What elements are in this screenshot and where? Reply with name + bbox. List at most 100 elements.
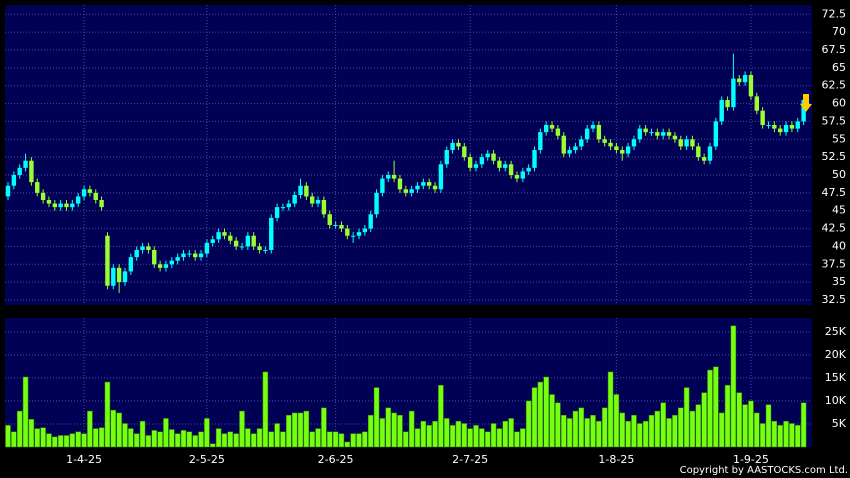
candle-body [596, 125, 602, 140]
volume-bar [590, 414, 596, 448]
y-tick-label: 60 [832, 97, 846, 110]
volume-bar [736, 392, 742, 448]
candle-body [649, 132, 654, 134]
candle-body [602, 139, 607, 143]
candle-body [157, 264, 163, 268]
volume-bar [754, 412, 760, 448]
volume-bar [28, 419, 35, 448]
candle-body [754, 96, 759, 111]
candle-body [508, 164, 514, 175]
volume-bar [34, 428, 40, 448]
volume-bar [771, 420, 778, 448]
volume-bar [145, 435, 152, 448]
volume-bar [367, 414, 374, 448]
volume-bar [332, 431, 339, 448]
candle-body [701, 157, 707, 161]
candle-body [620, 150, 625, 154]
volume-bar [57, 435, 64, 448]
volume-bar [204, 418, 210, 448]
volume-bar [537, 381, 544, 448]
candle-body [467, 157, 473, 168]
candle-body [772, 125, 777, 129]
candle-body [801, 100, 806, 122]
candle-body [573, 146, 578, 150]
candle-body [783, 125, 789, 133]
candle-body [257, 246, 262, 250]
candle-body [87, 189, 93, 193]
candle-body [520, 171, 525, 179]
volume-bar [356, 433, 362, 448]
volume-bar [362, 431, 368, 448]
volume-bar [110, 409, 117, 448]
volume-bar [350, 433, 356, 448]
y-tick-label: 55 [832, 132, 846, 145]
volume-bar [525, 400, 532, 448]
volume-bar [180, 430, 187, 448]
volume-bar [169, 429, 175, 448]
x-tick-label: 1-8-25 [598, 453, 634, 466]
candle-body [321, 200, 327, 215]
signal-arrow [800, 94, 812, 112]
candle-body [526, 167, 531, 172]
candle-body [181, 253, 186, 258]
volume-bar [508, 418, 514, 448]
candle-body [391, 175, 397, 179]
volume-bar [467, 428, 473, 448]
volume-bar [619, 412, 625, 448]
candle-body [292, 195, 297, 204]
volume-bar [262, 371, 269, 448]
volume-bar [81, 433, 87, 448]
candle-body [280, 207, 286, 209]
volume-bar [724, 385, 731, 448]
candle-body [70, 203, 75, 208]
candle-body [485, 153, 490, 158]
volume-bar [631, 414, 637, 448]
y-tick-label: 62.5 [822, 79, 847, 92]
candle-body [105, 235, 110, 286]
volume-bar [5, 425, 11, 448]
volume-bar [490, 423, 497, 448]
candle-body [175, 257, 180, 261]
candle-body [672, 135, 678, 140]
candle-body [450, 142, 455, 150]
candle-body [327, 214, 332, 225]
candle-body [497, 160, 502, 168]
candle-body [76, 196, 81, 204]
volume-bar [98, 427, 105, 448]
volume-bar [286, 414, 292, 448]
candle-body [590, 125, 596, 129]
volume-bar [291, 412, 298, 448]
volume-bar [584, 418, 590, 448]
volume-bar [555, 402, 561, 448]
volume-bar [227, 431, 234, 448]
candle-body [438, 164, 444, 190]
volume-bar [408, 410, 415, 448]
candle-body [631, 139, 637, 147]
candle-body [198, 253, 204, 258]
volume-bar [63, 435, 70, 448]
y-tick-label: 52.5 [822, 150, 847, 163]
volume-bar [783, 420, 789, 448]
volume-bar [93, 428, 99, 448]
volume-bar [461, 423, 468, 448]
volume-bar [707, 369, 713, 448]
volume-bar [531, 387, 538, 448]
volume-bar [502, 420, 508, 448]
candle-body [40, 192, 46, 200]
y-tick-label: 42.5 [822, 222, 847, 235]
candle-body [274, 207, 280, 218]
candle-body [315, 200, 321, 204]
volume-bar [315, 428, 321, 448]
volume-bar [139, 420, 146, 448]
volume-bar [297, 412, 304, 448]
candle-body [345, 228, 350, 236]
volume-bar [157, 431, 163, 448]
volume-bar [215, 428, 222, 448]
volume-bar [789, 423, 795, 448]
volume-bar [414, 428, 421, 448]
volume-bar [765, 404, 772, 448]
volume-bar [69, 433, 76, 448]
volume-bar [607, 371, 614, 448]
candle-body [409, 189, 414, 193]
y-tick-label: 35 [832, 275, 846, 288]
